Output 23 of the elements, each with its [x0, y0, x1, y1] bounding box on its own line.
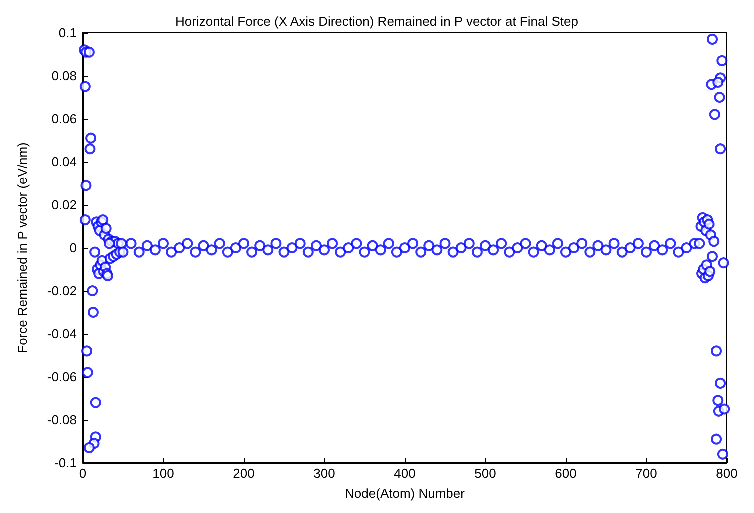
x-tick-label: 800 — [716, 466, 738, 481]
y-tick-label: -0.02 — [47, 284, 77, 298]
x-tick-label: 200 — [233, 466, 255, 481]
x-axis-title: Node(Atom) Number — [345, 486, 466, 501]
x-tick-label: 0 — [79, 466, 87, 481]
x-tick-label: 100 — [152, 466, 174, 481]
x-tick-label: 600 — [555, 466, 577, 481]
y-tick-label: -0.06 — [47, 370, 77, 384]
y-tick-label: -0.04 — [47, 326, 77, 342]
y-tick-label: 0.06 — [52, 112, 77, 126]
y-tick-label: 0 — [70, 240, 77, 256]
y-tick-label: 0.1 — [58, 26, 77, 40]
y-tick-label: 0.04 — [52, 154, 77, 170]
x-tick-label: 700 — [636, 466, 658, 481]
x-tick-label: 500 — [474, 466, 496, 481]
y-tick-label: 0.02 — [52, 198, 77, 212]
y-axis-title: Force Remained in P vector (eV/nm) — [15, 142, 30, 354]
y-tick-label: 0.08 — [52, 68, 77, 84]
y-tick-label: -0.08 — [47, 412, 77, 428]
x-tick-label: 400 — [394, 466, 416, 481]
chart-title: Horizontal Force (X Axis Direction) Remained in P vector at Final Step — [176, 14, 578, 29]
x-tick-label: 300 — [314, 466, 336, 481]
y-tick-label: -0.1 — [54, 456, 77, 470]
